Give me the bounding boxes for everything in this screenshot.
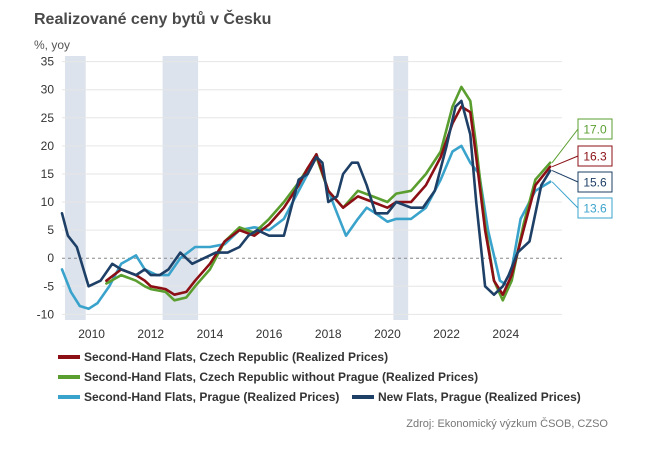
legend-label-secondhand-prague: Second-Hand Flats, Prague (Realized Pric… [84, 390, 340, 404]
x-tick-label-2014: 2014 [197, 327, 224, 341]
end-label-leader-2 [551, 181, 579, 209]
chart-title: Realizované ceny bytů v Česku [34, 11, 272, 28]
legend-swatch-secondhand-cz [58, 355, 80, 359]
legend-item-secondhand-prague: Second-Hand Flats, Prague (Realized Pric… [58, 390, 339, 404]
end-label-2: 13.6 [583, 202, 607, 216]
end-label-box-2 [577, 197, 613, 219]
end-label-box-3 [577, 171, 613, 193]
y-tick-label--10: -10 [37, 307, 55, 321]
y-tick-label-5: 5 [47, 223, 54, 237]
legend-label-new-prague: New Flats, Prague (Realized Prices) [378, 390, 581, 404]
y-tick-label-35: 35 [41, 55, 55, 69]
x-tick-label-2012: 2012 [137, 327, 164, 341]
y-axis-unit-label: %, yoy [34, 38, 71, 52]
x-tick-label-2016: 2016 [256, 327, 283, 341]
end-label-box-0 [577, 145, 613, 167]
x-tick-label-2010: 2010 [78, 327, 105, 341]
legend-item-secondhand-cz-ex-prague: Second-Hand Flats, Czech Republic withou… [58, 370, 478, 384]
y-tick-label-25: 25 [41, 111, 55, 125]
legend-swatch-secondhand-prague [58, 395, 80, 399]
y-tick-label-10: 10 [41, 195, 55, 209]
legend-label-secondhand-cz: Second-Hand Flats, Czech Republic (Reali… [84, 350, 389, 364]
legend-item-new-prague: New Flats, Prague (Realized Prices) [352, 390, 581, 404]
x-tick-label-2022: 2022 [433, 327, 460, 341]
end-label-leader-3 [551, 170, 579, 183]
end-label-leader-1 [551, 128, 579, 164]
source-note: Zdroj: Ekonomický výzkum ČSOB, CZSO [406, 418, 608, 430]
end-label-3: 15.6 [583, 176, 607, 190]
y-tick-label--5: -5 [43, 279, 54, 293]
y-tick-label-20: 20 [41, 139, 55, 153]
shaded-period-0 [64, 56, 86, 320]
x-tick-label-2024: 2024 [492, 327, 519, 341]
x-tick-label-2018: 2018 [315, 327, 342, 341]
y-tick-label-15: 15 [41, 167, 55, 181]
end-label-0: 16.3 [583, 150, 607, 164]
legend-label-secondhand-cz-ex-prague: Second-Hand Flats, Czech Republic withou… [84, 370, 479, 384]
series-line-3 [60, 99, 552, 296]
legend-swatch-new-prague [352, 395, 374, 399]
y-tick-label-30: 30 [41, 83, 55, 97]
series-line-0 [105, 105, 552, 296]
end-label-box-1 [577, 118, 613, 140]
shaded-period-2 [393, 56, 409, 320]
end-label-leader-0 [551, 155, 579, 168]
shaded-period-1 [162, 56, 199, 320]
legend-item-secondhand-cz: Second-Hand Flats, Czech Republic (Reali… [58, 350, 388, 364]
y-tick-label-0: 0 [47, 251, 54, 265]
legend-swatch-secondhand-cz-ex-prague [58, 375, 80, 379]
end-label-1: 17.0 [583, 123, 607, 137]
x-tick-label-2020: 2020 [374, 327, 401, 341]
